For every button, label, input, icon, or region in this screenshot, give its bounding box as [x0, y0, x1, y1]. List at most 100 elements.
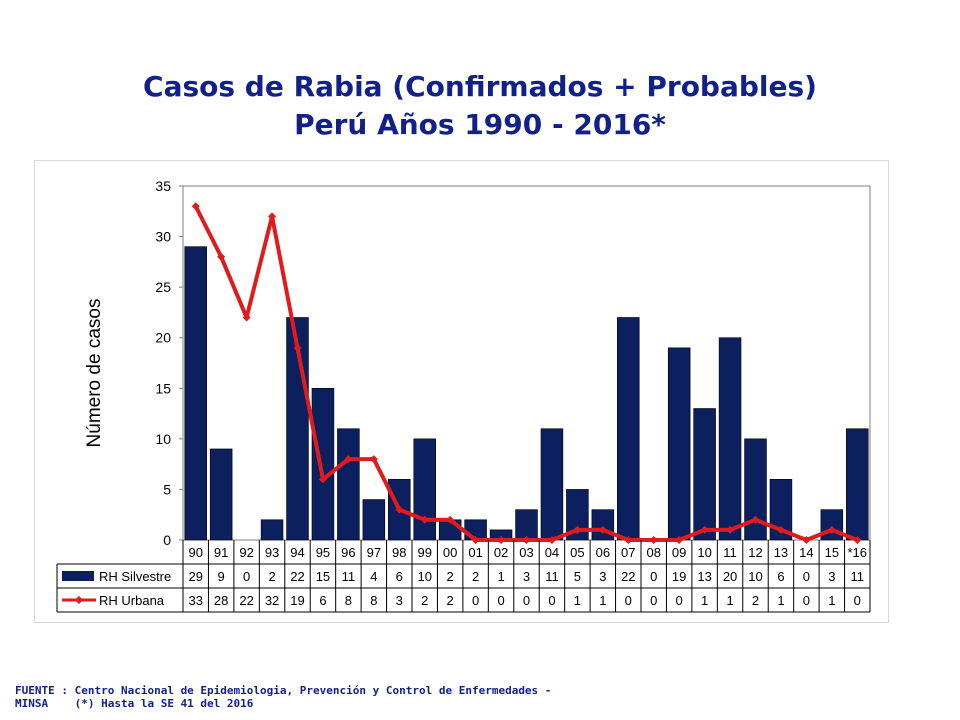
y-tick-label: 20	[155, 330, 171, 346]
point-14	[802, 536, 811, 544]
bar-99	[413, 438, 436, 541]
bar-13	[769, 479, 793, 541]
y-axis-label: Número de casos	[84, 299, 105, 448]
table-value-rh-silvestre: 10	[748, 569, 762, 584]
title-line-2: Perú Años 1990 - 2016*	[294, 108, 666, 141]
x-tick-label: 98	[392, 545, 406, 560]
y-tick-label: 30	[155, 229, 171, 245]
point-92	[242, 313, 251, 322]
bar-91	[209, 448, 233, 541]
plot-area	[182, 185, 871, 541]
table-value-rh-urbana: 0	[497, 593, 504, 608]
point-05	[573, 525, 582, 534]
table-value-rh-silvestre: 3	[599, 569, 606, 584]
table-value-rh-urbana: 6	[319, 593, 326, 608]
legend-key-rh-silvestre	[62, 571, 94, 581]
table-value-rh-silvestre: 11	[545, 569, 559, 584]
table-value-rh-silvestre: 0	[803, 569, 810, 584]
x-tick-label: 02	[494, 545, 508, 560]
point-09	[675, 536, 684, 544]
bar-95	[311, 387, 335, 541]
x-tick-label: 93	[265, 545, 279, 560]
bar-05	[566, 489, 589, 541]
legend-marker-rh-urbana	[75, 596, 83, 604]
bar-90	[184, 246, 207, 541]
table-value-rh-silvestre: 4	[370, 569, 377, 584]
table-value-rh-silvestre: 10	[417, 569, 431, 584]
point-01	[471, 536, 480, 544]
y-tick-label: 15	[155, 380, 171, 396]
x-tick-label: 13	[774, 545, 788, 560]
x-tick-label: 08	[646, 545, 660, 560]
x-tick-label: 06	[596, 545, 610, 560]
table-value-rh-urbana: 0	[803, 593, 810, 608]
table-value-rh-urbana: 0	[854, 593, 861, 608]
y-tick-label: 0	[163, 532, 171, 548]
x-tick-label: 10	[697, 545, 711, 560]
point-93	[268, 212, 277, 221]
point-13	[776, 525, 785, 534]
table-value-rh-silvestre: 0	[243, 569, 250, 584]
x-tick-label: 91	[214, 545, 228, 560]
x-tick-label: 07	[621, 545, 635, 560]
x-tick-label: 09	[672, 545, 686, 560]
point-07	[624, 536, 633, 544]
x-tick-label: 97	[367, 545, 381, 560]
table-value-rh-urbana: 1	[574, 593, 581, 608]
x-tick-label: 04	[545, 545, 559, 560]
point-12	[751, 515, 760, 524]
table-value-rh-silvestre: 29	[188, 569, 202, 584]
x-tick-label: 11	[723, 545, 737, 560]
table-value-rh-urbana: 19	[290, 593, 304, 608]
point-90	[191, 202, 200, 211]
point-15	[827, 525, 836, 534]
table-value-rh-urbana: 32	[265, 593, 279, 608]
slide-title: Casos de Rabia (Confirmados + Probables)…	[0, 68, 960, 144]
bar-12	[744, 438, 767, 541]
x-tick-label: 14	[799, 545, 813, 560]
table-value-rh-urbana: 33	[188, 593, 202, 608]
x-tick-label: 96	[341, 545, 355, 560]
x-tick-label: *16	[848, 545, 868, 560]
table-value-rh-silvestre: 11	[851, 569, 865, 584]
y-tick-label: 10	[155, 431, 171, 447]
point-00	[446, 515, 455, 524]
bar-07	[617, 317, 640, 541]
bar-03	[515, 509, 538, 541]
y-tick-label: 35	[155, 178, 171, 194]
point-91	[217, 252, 226, 261]
table-value-rh-urbana: 0	[548, 593, 555, 608]
bar-93	[260, 519, 284, 541]
bar-09	[667, 347, 691, 541]
table-value-rh-silvestre: 13	[697, 569, 711, 584]
table-value-rh-silvestre: 3	[828, 569, 835, 584]
x-tick-label: 99	[417, 545, 431, 560]
table-value-rh-urbana: 0	[676, 593, 683, 608]
table-value-rh-urbana: 0	[523, 593, 530, 608]
table-value-rh-urbana: 2	[752, 593, 759, 608]
table-value-rh-silvestre: 2	[447, 569, 454, 584]
x-tick-label: 05	[570, 545, 584, 560]
x-tick-label: 90	[188, 545, 202, 560]
x-tick-label: 95	[316, 545, 330, 560]
x-tick-label: 00	[443, 545, 457, 560]
point-06	[598, 525, 607, 534]
table-value-rh-silvestre: 9	[218, 569, 225, 584]
point-10	[700, 525, 709, 534]
table-value-rh-silvestre: 6	[777, 569, 784, 584]
table-value-rh-urbana: 1	[599, 593, 606, 608]
table-value-rh-urbana: 0	[472, 593, 479, 608]
x-tick-label: 03	[519, 545, 533, 560]
bar-04	[540, 428, 564, 541]
table-value-rh-urbana: 3	[396, 593, 403, 608]
title-line-1: Casos de Rabia (Confirmados + Probables)	[143, 70, 817, 103]
table-value-rh-urbana: 1	[701, 593, 708, 608]
table-value-rh-silvestre: 3	[523, 569, 530, 584]
bar-06	[591, 509, 615, 541]
point-11	[726, 525, 735, 534]
x-tick-label: 15	[825, 545, 839, 560]
y-tick-label: 5	[163, 481, 171, 497]
table-value-rh-silvestre: 6	[396, 569, 403, 584]
table-value-rh-urbana: 1	[777, 593, 784, 608]
